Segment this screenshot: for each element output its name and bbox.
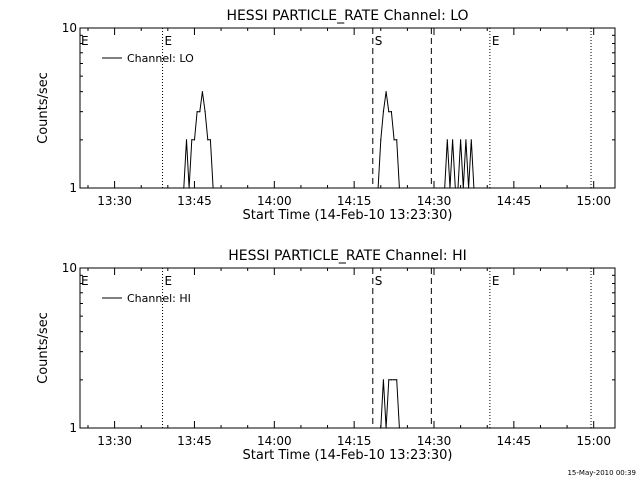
- event-label: S: [375, 34, 383, 48]
- event-label-left-edge: E: [81, 34, 89, 48]
- data-point: [209, 139, 212, 141]
- data-point: [385, 91, 387, 93]
- data-point: [380, 427, 382, 429]
- x-tick-label: 14:15: [337, 194, 372, 208]
- data-point: [398, 187, 401, 189]
- legend-label: Channel: LO: [127, 52, 194, 65]
- data-point: [382, 379, 385, 381]
- chart-title: HESSI PARTICLE_RATE Channel: HI: [228, 248, 466, 264]
- data-point: [193, 139, 196, 141]
- data-point: [207, 139, 209, 141]
- data-point: [201, 91, 204, 93]
- footer-timestamp: 15-May-2010 00:39: [567, 469, 636, 477]
- data-point: [465, 139, 467, 141]
- x-tick-label: 14:00: [257, 194, 292, 208]
- data-point: [393, 139, 395, 141]
- data-point: [199, 111, 201, 113]
- chart-panel-2: HESSI PARTICLE_RATE Channel: HI 13:30 13:4…: [36, 248, 616, 463]
- data-point: [460, 139, 462, 141]
- x-tick-label: 14:45: [497, 434, 532, 448]
- data-point: [390, 379, 393, 381]
- x-tick-label: 14:15: [337, 434, 372, 448]
- legend-label: Channel: HI: [127, 292, 191, 305]
- event-label: E: [165, 274, 173, 288]
- chart-panel-1: HESSI PARTICLE_RATE Channel: LO 13:30 13:4…: [36, 8, 616, 223]
- y-tick-label: 1: [69, 421, 77, 435]
- event-label: S: [375, 274, 383, 288]
- data-point: [452, 139, 454, 141]
- data-point: [185, 139, 188, 141]
- data-point: [183, 187, 185, 189]
- x-tick-label: 13:30: [97, 194, 132, 208]
- data-point: [462, 187, 464, 189]
- data-point: [454, 187, 456, 189]
- data-point: [385, 427, 387, 429]
- x-axis-label: Start Time (14-Feb-10 13:23:30): [243, 448, 453, 463]
- x-tick-label: 13:45: [177, 434, 212, 448]
- plot-frame: [79, 267, 616, 429]
- chart-title: HESSI PARTICLE_RATE Channel: LO: [226, 8, 468, 24]
- y-tick-label: 10: [62, 261, 77, 275]
- x-tick-label: 15:00: [576, 194, 611, 208]
- data-point: [436, 187, 438, 189]
- event-label: E: [492, 274, 500, 288]
- event-label-left-edge: E: [81, 274, 89, 288]
- series-line: [183, 91, 475, 189]
- data-point: [449, 187, 451, 189]
- data-point: [388, 379, 390, 381]
- y-axis-label: Counts/sec: [36, 72, 51, 144]
- data-point: [377, 187, 379, 189]
- event-label: E: [165, 34, 173, 48]
- x-tick-label: 14:30: [417, 194, 452, 208]
- data-point: [396, 379, 398, 381]
- data-point: [196, 111, 198, 113]
- data-point: [191, 139, 193, 141]
- x-tick-label: 13:45: [177, 194, 212, 208]
- data-point: [438, 187, 440, 189]
- x-tick-label: 14:30: [417, 434, 452, 448]
- data-point: [470, 139, 472, 141]
- data-point: [204, 111, 206, 113]
- series-line: [380, 379, 400, 429]
- x-tick-label: 14:45: [497, 194, 532, 208]
- y-axis-label: Counts/sec: [36, 312, 51, 384]
- data-point: [473, 187, 475, 189]
- x-tick-label: 15:00: [576, 434, 611, 448]
- data-point: [398, 427, 401, 429]
- data-point: [388, 111, 390, 113]
- y-tick-label: 10: [62, 21, 77, 35]
- data-point: [390, 111, 393, 113]
- data-point: [396, 139, 398, 141]
- data-point: [446, 139, 448, 141]
- data-point: [382, 111, 385, 113]
- data-point: [188, 187, 190, 189]
- data-point: [380, 139, 382, 141]
- data-point: [212, 187, 214, 189]
- event-label: E: [492, 34, 500, 48]
- data-point: [393, 379, 395, 381]
- data-point: [457, 187, 459, 189]
- data-point: [468, 187, 470, 189]
- x-tick-label: 13:30: [97, 434, 132, 448]
- x-axis-label: Start Time (14-Feb-10 13:23:30): [243, 208, 453, 223]
- x-tick-label: 14:00: [257, 434, 292, 448]
- data-point: [441, 187, 443, 189]
- data-point: [444, 187, 446, 189]
- y-tick-label: 1: [69, 181, 77, 195]
